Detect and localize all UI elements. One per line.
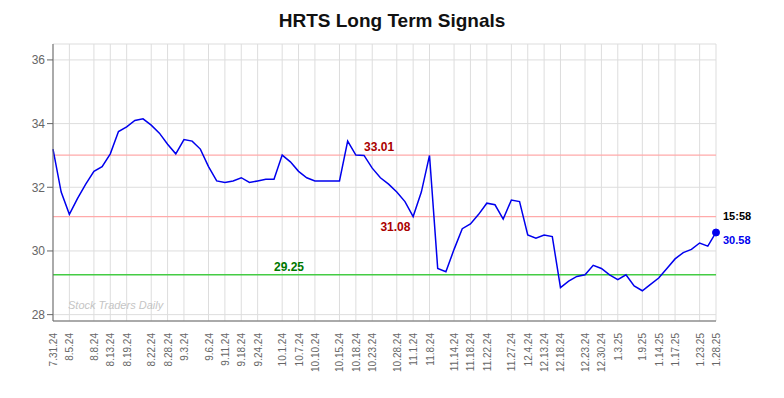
svg-text:8.19.24: 8.19.24 <box>122 333 133 367</box>
svg-text:12.18.24: 12.18.24 <box>555 333 566 372</box>
svg-text:8.13.24: 8.13.24 <box>105 333 116 367</box>
svg-text:30: 30 <box>32 244 46 258</box>
svg-text:10.7.24: 10.7.24 <box>294 333 305 367</box>
svg-text:36: 36 <box>32 53 46 67</box>
svg-text:9.24.24: 9.24.24 <box>253 333 264 367</box>
svg-text:8.5.24: 8.5.24 <box>64 333 75 361</box>
svg-text:33.01: 33.01 <box>364 140 394 154</box>
svg-text:29.25: 29.25 <box>274 260 304 274</box>
svg-text:12.13.24: 12.13.24 <box>539 333 550 372</box>
svg-text:9.18.24: 9.18.24 <box>236 333 247 367</box>
svg-text:1.17.25: 1.17.25 <box>670 333 681 367</box>
svg-text:11.27.24: 11.27.24 <box>506 333 517 372</box>
svg-text:1.14.25: 1.14.25 <box>654 333 665 367</box>
svg-text:9.6.24: 9.6.24 <box>204 333 215 361</box>
svg-text:28: 28 <box>32 308 46 322</box>
svg-text:8.28.24: 8.28.24 <box>163 333 174 367</box>
svg-text:7.31.24: 7.31.24 <box>48 333 59 367</box>
svg-text:1.3.25: 1.3.25 <box>613 333 624 361</box>
svg-text:10.15.24: 10.15.24 <box>334 333 345 372</box>
svg-text:9.3.24: 9.3.24 <box>179 333 190 361</box>
svg-text:10.23.24: 10.23.24 <box>367 333 378 372</box>
svg-text:1.28.25: 1.28.25 <box>711 333 722 367</box>
svg-text:32: 32 <box>32 181 46 195</box>
svg-text:11.1.24: 11.1.24 <box>408 333 419 366</box>
svg-text:1.23.25: 1.23.25 <box>695 333 706 367</box>
svg-text:10.18.24: 10.18.24 <box>351 333 362 372</box>
svg-text:11.14.24: 11.14.24 <box>449 333 460 372</box>
svg-text:11.18.24: 11.18.24 <box>465 333 476 372</box>
svg-text:11.22.24: 11.22.24 <box>482 333 493 372</box>
svg-text:1.9.25: 1.9.25 <box>637 333 648 361</box>
svg-text:11.8.24: 11.8.24 <box>425 333 436 366</box>
svg-text:10.28.24: 10.28.24 <box>392 333 403 372</box>
svg-text:12.23.24: 12.23.24 <box>580 333 591 372</box>
svg-text:8.8.24: 8.8.24 <box>89 333 100 361</box>
svg-text:8.22.24: 8.22.24 <box>146 333 157 367</box>
svg-text:12.4.24: 12.4.24 <box>523 333 534 367</box>
svg-text:31.08: 31.08 <box>380 220 410 234</box>
svg-text:30.58: 30.58 <box>723 234 751 246</box>
svg-text:10.10.24: 10.10.24 <box>310 333 321 372</box>
svg-text:12.30.24: 12.30.24 <box>596 333 607 372</box>
html-text:HRTS Long Term Signals: HRTS Long Term Signals <box>278 10 506 31</box>
svg-text:15:58: 15:58 <box>723 210 751 222</box>
svg-text:10.1.24: 10.1.24 <box>277 333 288 367</box>
svg-text:9.11.24: 9.11.24 <box>220 333 231 366</box>
html-text:Stock Traders Daily: Stock Traders Daily <box>68 299 164 311</box>
svg-text:34: 34 <box>32 117 46 131</box>
